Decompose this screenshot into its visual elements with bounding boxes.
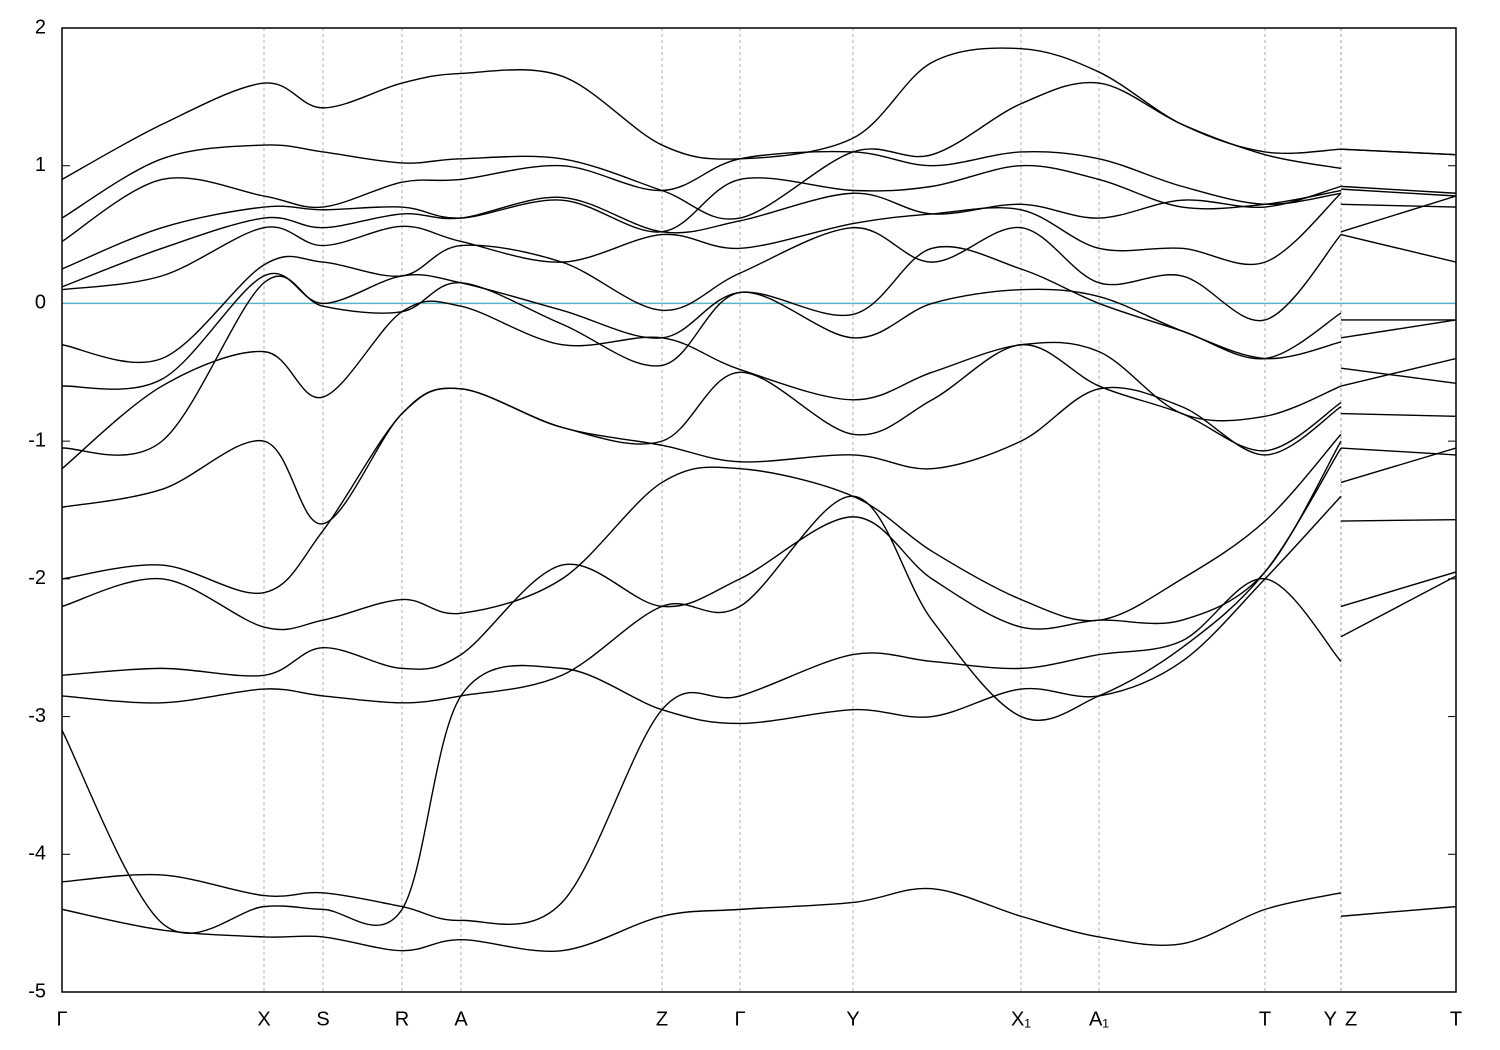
- band: [62, 887, 1342, 953]
- x-tick-label: Γ: [734, 1008, 745, 1030]
- band: [62, 150, 1342, 243]
- band: [62, 386, 1342, 595]
- grid: [61, 27, 1457, 993]
- band: [1340, 447, 1456, 456]
- band: [1340, 357, 1456, 387]
- band: [62, 447, 1342, 722]
- band: [1340, 447, 1456, 484]
- band: [62, 192, 1342, 291]
- band: [1340, 195, 1456, 233]
- band: [1340, 518, 1456, 522]
- y-tick-label: -1: [28, 429, 46, 451]
- y-tick-label: 1: [35, 154, 46, 176]
- band: [1340, 148, 1456, 156]
- band: [62, 185, 1342, 288]
- y-tick-label: 2: [35, 16, 46, 38]
- x-tick-label: Z: [656, 1008, 668, 1030]
- band: [62, 300, 1342, 470]
- plot-frame: [61, 27, 1457, 993]
- bands: [62, 47, 1456, 953]
- band: [1340, 203, 1456, 208]
- band: [1340, 571, 1456, 608]
- band: [62, 81, 1342, 220]
- band: [62, 47, 1342, 181]
- x-tick-label: Z: [1345, 1008, 1357, 1030]
- x-tick-label: S: [316, 1008, 329, 1030]
- band: [62, 226, 1342, 364]
- x-tick-label: Y: [846, 1008, 859, 1030]
- x-tick-label: Y: [1324, 1008, 1337, 1030]
- band: [1340, 233, 1456, 263]
- y-tick-label: -4: [28, 843, 46, 865]
- band: [62, 344, 1342, 525]
- band: [1340, 319, 1456, 339]
- x-tick-label: T: [1450, 1008, 1462, 1030]
- band: [62, 275, 1342, 456]
- band: [62, 440, 1342, 677]
- x-tick-label: A₁: [1089, 1008, 1109, 1030]
- band: [62, 164, 1342, 270]
- band: [62, 495, 1342, 934]
- x-tick-label: Γ: [56, 1008, 67, 1030]
- x-tick-label: X: [257, 1008, 270, 1030]
- x-tick-label: X₁: [1011, 1008, 1031, 1030]
- band: [62, 246, 1342, 390]
- band: [1340, 188, 1456, 197]
- band: [1340, 185, 1456, 194]
- band: [1340, 412, 1456, 418]
- y-tick-label: 0: [35, 292, 46, 314]
- x-tick-label: A: [454, 1008, 468, 1030]
- band: [1340, 905, 1456, 917]
- y-tick-label: -5: [28, 980, 46, 1002]
- x-tick-label: R: [395, 1008, 409, 1030]
- band: [62, 433, 1342, 631]
- band: [62, 578, 1342, 925]
- y-tick-label: -2: [28, 567, 46, 589]
- y-tick-label: -3: [28, 705, 46, 727]
- band: [1340, 367, 1456, 384]
- x-tick-label: T: [1259, 1008, 1271, 1030]
- band: [1340, 575, 1456, 638]
